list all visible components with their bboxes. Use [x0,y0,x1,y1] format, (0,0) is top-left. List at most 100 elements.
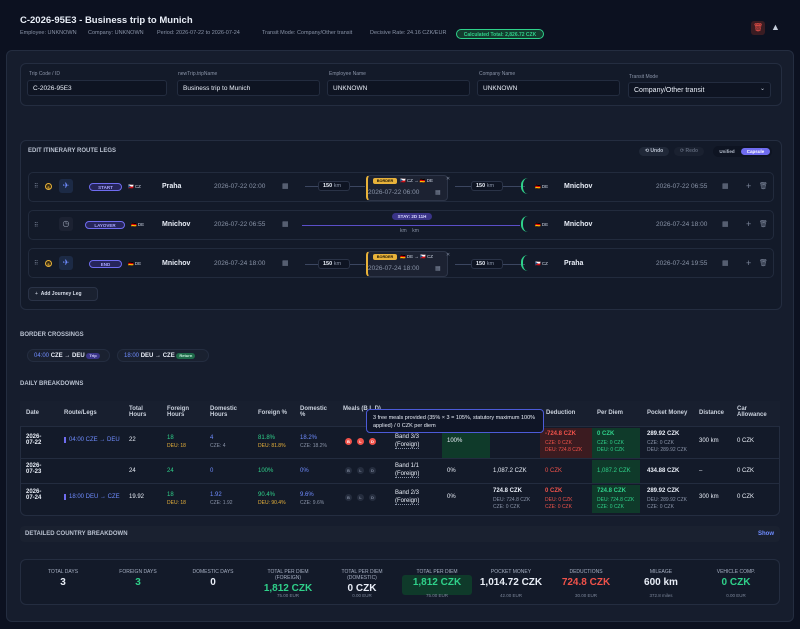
meal-breakfast-toggle[interactable]: B [345,467,352,474]
pct-cell-bg [442,428,490,458]
close-icon[interactable]: ✕ [446,252,451,258]
origin-time[interactable]: 2026-07-24 18:00 [214,260,266,267]
meal-dinner-toggle[interactable]: D [369,467,376,474]
employee-field[interactable]: UNKNOWN [327,80,470,96]
show-button[interactable]: Show [758,531,774,537]
company-field[interactable]: UNKNOWN [477,80,620,96]
flag-de-icon: 🇩🇪 DE [131,222,145,227]
redo-button[interactable]: ⟳ Redo [674,147,704,156]
row-total: 24 [129,468,136,474]
row-deduction: 0 CZK [545,488,563,494]
border-flags: 🇨🇿 CZ → 🇩🇪 DE [400,178,433,183]
row-domestic-pct: 18.2% [300,435,318,441]
destination-city: Mnichov [564,183,593,190]
calendar-icon[interactable]: ▦ [282,183,289,190]
border-time[interactable]: 2026-07-24 18:00 [368,265,420,272]
row-deduction: -724.8 CZK [545,431,577,437]
undo-button[interactable]: ⟲ Undo [639,147,669,156]
meal-dinner-toggle[interactable]: D [369,494,376,501]
calendar-icon[interactable]: ▦ [282,260,289,267]
summary-label: DEDUCTIONS [569,569,603,575]
country-breakdown-bar[interactable] [20,526,780,542]
add-icon[interactable]: + [746,258,752,268]
summary-sub: 372.8 miles [649,593,673,598]
calendar-icon[interactable]: ▦ [282,221,289,228]
header-period: Period: 2026-07-22 to 2026-07-24 [157,30,240,36]
border-flags: 🇩🇪 DE → 🇨🇿 CZ [400,254,433,259]
meal-breakfast-toggle[interactable]: B [345,494,352,501]
border-crossing-chip[interactable]: 04:00 CZE → DEU Trip [27,349,110,362]
meal-lunch-toggle[interactable]: L [357,494,364,501]
border-time[interactable]: 2026-07-22 06:00 [368,189,420,196]
meal-lunch-toggle[interactable]: L [357,438,364,445]
trip-code-field[interactable]: C-2026-95E3 [27,80,167,96]
row-pocket-sub: DEU: 289.92 CZK [647,497,688,503]
clock-icon[interactable]: ◷ [59,217,73,231]
meal-lunch-toggle[interactable]: L [357,467,364,474]
calendar-icon[interactable]: ▦ [722,260,729,267]
km-field[interactable]: 150 km [471,259,503,269]
leg-type-badge: START [89,183,122,191]
delete-trip-button[interactable]: 🗑 [751,21,765,35]
trash-icon[interactable]: 🗑 [759,260,768,267]
destination-time[interactable]: 2026-07-24 19:55 [656,260,708,267]
border-crossing-chip[interactable]: 18:00 DEU → CZE Return [117,349,209,362]
calendar-icon[interactable]: ▦ [722,221,729,228]
meal-dinner-toggle[interactable]: D [369,438,376,445]
meal-breakfast-toggle[interactable]: B [345,438,352,445]
calendar-icon[interactable]: ▦ [435,266,441,272]
collapse-chevron-icon[interactable]: ▲ [771,22,780,32]
transit-label: Transit Mode [629,74,658,80]
add-icon[interactable]: + [746,219,752,229]
daily-breakdowns-title: DAILY BREAKDOWNS [20,381,84,387]
leg-type-badge: LAYOVER [85,221,125,229]
unified-toggle[interactable]: Unified [719,149,735,154]
total-per-diem-highlight [402,575,472,595]
trash-icon[interactable]: 🗑 [759,221,768,228]
arrival-marker [521,255,535,271]
col-domestic-pct: Domestic % [300,406,328,418]
km-field[interactable]: 150 km [471,181,503,191]
row-date: 2026-07-22 [26,434,42,446]
km-field[interactable]: 150 km [318,259,350,269]
row-foreign: 24 [167,468,174,474]
km-field[interactable]: 150 km [318,181,350,191]
calendar-icon[interactable]: ▦ [722,183,729,190]
summary-sub: 42.00 EUR [499,593,522,598]
trash-icon[interactable]: 🗑 [759,183,768,190]
summary-value: 1,812 CZK [263,583,313,594]
destination-time[interactable]: 2026-07-22 06:55 [656,183,708,190]
capsule-toggle[interactable]: Capsule [741,148,770,155]
stay-km[interactable]: km km [400,228,419,234]
row-route: 04:00 CZE → DEU [64,437,120,443]
country-breakdown-title: DETAILED COUNTRY BREAKDOWN [25,531,128,537]
border-badge: BORDER [373,178,397,184]
drag-handle-icon[interactable]: ⠿ [34,223,39,229]
row-band-sub: (Foreign) [395,471,420,478]
col-route: Route/Legs [64,410,97,416]
destination-time[interactable]: 2026-07-24 18:00 [656,221,708,228]
calendar-icon[interactable]: ▦ [435,190,441,196]
transit-select[interactable]: Company/Other transit [628,82,771,98]
row-band-sub: (Foreign) [395,498,420,505]
border-crossings-title: BORDER CROSSINGS [20,332,84,338]
add-icon[interactable]: + [746,181,752,191]
summary-label: POCKET MONEY [490,569,532,575]
plane-icon[interactable]: ✈ [59,179,73,193]
add-journey-leg-button[interactable]: + Add Journey Leg [28,287,98,301]
row-deduction-sub: DEU: 0 CZK [545,497,573,503]
close-icon[interactable]: ✕ [446,176,451,182]
plane-icon[interactable]: ✈ [59,256,73,270]
col-car-allowance: Car Allowance [737,406,767,418]
header-transit: Transit Mode: Company/Other transit [262,30,353,36]
trash-icon: 🗑 [752,23,764,32]
origin-time[interactable]: 2026-07-22 02:00 [214,183,266,190]
summary-sub: 30.00 EUR [574,593,597,598]
summary-label: TOTAL DAYS [47,569,79,575]
origin-time[interactable]: 2026-07-22 06:55 [214,221,266,228]
drag-handle-icon[interactable]: ⠿ [34,261,39,267]
drag-handle-icon[interactable]: ⠿ [34,184,39,190]
trip-name-field[interactable]: Business trip to Munich [177,80,320,96]
trip-code-label: Trip Code / ID [29,71,60,77]
row-distance: – [699,468,703,474]
